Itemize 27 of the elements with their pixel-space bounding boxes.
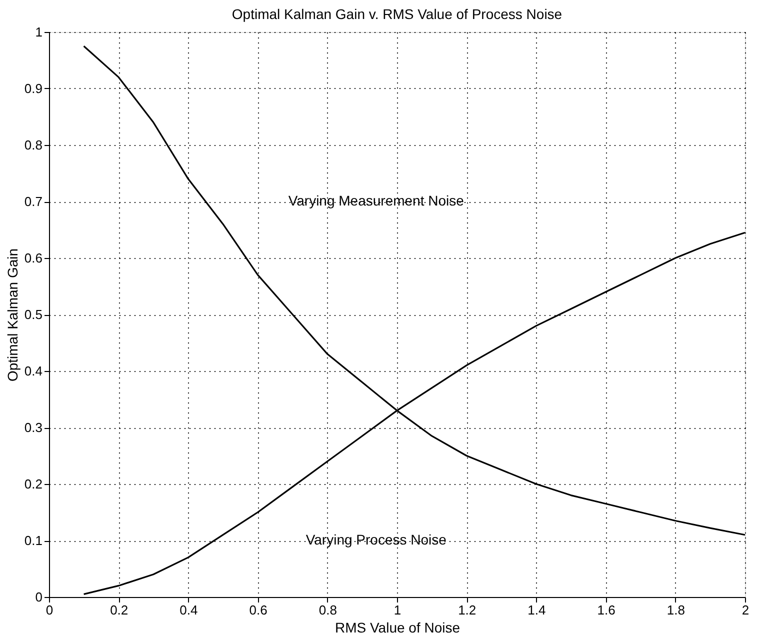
y-tick-label: 0.8 <box>24 138 42 152</box>
x-tick-label: 2 <box>742 602 750 618</box>
y-tick-label: 0.9 <box>24 81 42 96</box>
x-axis-title: RMS Value of Noise <box>334 620 460 636</box>
y-tick-label: 0.3 <box>24 420 42 435</box>
x-tick-label: 1.8 <box>666 602 685 618</box>
y-tick-label: 1 <box>35 24 42 40</box>
chart-title: Optimal Kalman Gain v. RMS Value of Process Noise <box>232 6 562 22</box>
x-tick-label: 0 <box>46 602 54 618</box>
x-tick-label: 1.4 <box>528 602 546 618</box>
x-tick-label: 0.6 <box>249 602 268 618</box>
annotation: Varying Measurement Noise <box>288 192 464 208</box>
x-tick-label: 1.6 <box>597 602 616 618</box>
y-axis-title: Optimal Kalman Gain <box>4 248 20 382</box>
x-tick-label: 1.2 <box>458 602 476 618</box>
y-tick-label: 0.5 <box>24 307 42 322</box>
x-tick-label: 0.4 <box>180 602 198 618</box>
x-tick-label: 0.8 <box>318 602 337 618</box>
y-tick-label: 0.1 <box>24 533 42 548</box>
x-tick-label: 1 <box>394 602 402 618</box>
y-tick-label: 0.4 <box>24 364 42 378</box>
y-tick-label: 0 <box>35 590 42 604</box>
x-tick-label: 0.2 <box>110 602 128 618</box>
y-tick-label: 0.6 <box>24 250 42 266</box>
y-tick-label: 0.7 <box>24 194 42 209</box>
annotation: Varying Process Noise <box>306 532 447 548</box>
y-tick-label: 0.2 <box>24 476 42 492</box>
